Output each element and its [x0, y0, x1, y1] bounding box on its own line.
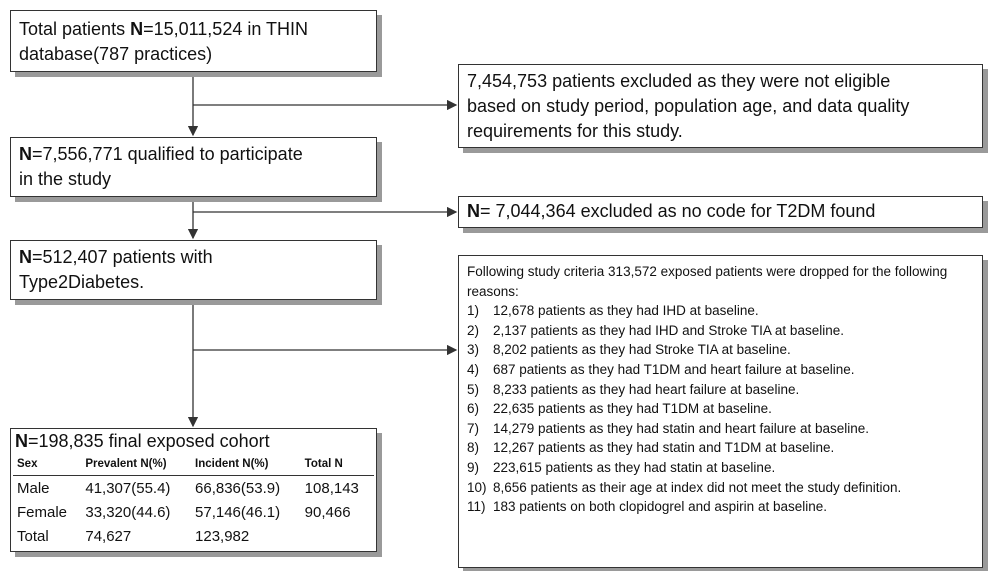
- text-line: N= 7,044,364 excluded as no code for T2D…: [467, 199, 974, 224]
- criteria-item: 1) 12,678 patients as they had IHD at bas…: [467, 301, 974, 321]
- text: in the study: [19, 169, 112, 189]
- criteria-item: 11) 183 patients on both clopidogrel and …: [467, 497, 974, 517]
- item-text: 12,267 patients as they had statin and T…: [493, 440, 835, 456]
- item-number: 7): [467, 420, 480, 436]
- text: N: [467, 201, 480, 221]
- item-number: 3): [467, 342, 480, 358]
- item-number: 1): [467, 303, 480, 319]
- text-line: N=7,556,771 qualified to participate: [19, 142, 368, 167]
- criteria-item: 5) 8,233 patients as they had heart failu…: [467, 380, 974, 400]
- text-line: Total patients N=15,011,524 in THIN: [19, 17, 368, 42]
- item-number: 5): [467, 381, 480, 397]
- text: Type2Diabetes.: [19, 272, 145, 292]
- item-number: 2): [467, 322, 480, 338]
- text: N: [130, 19, 144, 39]
- text: N: [15, 431, 28, 451]
- item-text: 2,137 patients as they had IHD and Strok…: [493, 322, 844, 338]
- text: = 7,044,364 excluded as no code for T2DM…: [480, 201, 876, 221]
- excluded-box: 7,454,753 patients excluded as they were…: [458, 64, 983, 148]
- table-cell: 123,982: [195, 527, 250, 545]
- item-text: 8,233 patients as they had heart failure…: [493, 381, 800, 397]
- criteria-item: 2) 2,137 patients as they had IHD and Str…: [467, 321, 974, 341]
- text: N: [19, 247, 32, 267]
- table-row: Total 74,627 123,982: [13, 524, 374, 548]
- header-cell: Incident N(%): [191, 453, 301, 476]
- item-text: 8,202 patients as they had Stroke TIA at…: [493, 342, 791, 358]
- criteria-box: Following study criteria 313,572 exposed…: [458, 255, 983, 568]
- criteria-item: 10) 8,656 patients as their age at index …: [467, 478, 974, 498]
- text: =198,835 final exposed cohort: [28, 431, 270, 451]
- item-text: 14,279 patients as they had statin and h…: [493, 420, 870, 436]
- text-line: database(787 practices): [19, 42, 368, 67]
- qualified-box: N=7,556,771 qualified to participate in …: [10, 137, 377, 197]
- text: =7,556,771 qualified to participate: [32, 144, 303, 164]
- header-cell: Prevalent N(%): [81, 453, 192, 476]
- text: N: [19, 144, 32, 164]
- item-number: 6): [467, 401, 480, 417]
- criteria-list: 1) 12,678 patients as they had IHD at bas…: [467, 301, 974, 517]
- text-line: N=512,407 patients with: [19, 245, 368, 270]
- total-box: Total patients N=15,011,524 in THIN data…: [10, 10, 377, 72]
- criteria-item: 7) 14,279 patients as they had statin and…: [467, 419, 974, 439]
- table-body: Sex Prevalent N(%) Incident N(%) Total N Mal…: [13, 453, 374, 548]
- excluded-t2dm-box: N= 7,044,364 excluded as no code for T2D…: [458, 196, 983, 228]
- header-cell: Sex: [13, 453, 82, 476]
- criteria-item: 9) 223,615 patients as they had statin at…: [467, 458, 974, 478]
- text-line: requirements for this study.: [467, 121, 683, 141]
- item-text: 12,678 patients as they had IHD at basel…: [493, 303, 759, 319]
- cohort-table: Sex Prevalent N(%) Incident N(%) Total N Mal…: [13, 453, 374, 548]
- criteria-item: 3) 8,202 patients as they had Stroke TIA …: [467, 340, 974, 360]
- header-cell: Total N: [300, 453, 374, 476]
- cohort-box: N=198,835 final exposed cohort Sex Preval…: [10, 428, 377, 552]
- text: database(787 practices): [19, 44, 213, 64]
- item-number: 10): [467, 479, 487, 495]
- table-cell: Total: [17, 527, 49, 545]
- table-cell: 90,466: [304, 503, 351, 521]
- header-row: Sex Prevalent N(%) Incident N(%) Total N: [13, 453, 374, 476]
- diabetes-box: N=512,407 patients with Type2Diabetes.: [10, 240, 377, 300]
- criteria-item: 4) 687 patients as they had T1DM and hear…: [467, 360, 974, 380]
- criteria-intro: Following study criteria 313,572 exposed…: [467, 264, 948, 299]
- table-cell: 41,307(55.4): [85, 479, 171, 497]
- table-row: Male 41,307(55.4) 66,836(53.9) 108,143: [13, 476, 374, 501]
- table-cell: 57,146(46.1): [195, 503, 281, 521]
- empty-cell: [301, 524, 374, 548]
- criteria-item: 8) 12,267 patients as they had statin and…: [467, 438, 974, 458]
- text: Total patients: [19, 19, 131, 39]
- item-number: 8): [467, 440, 480, 456]
- table-cell: 33,320(44.6): [85, 503, 171, 521]
- text: =512,407 patients with: [32, 247, 213, 267]
- table-cell: 66,836(53.9): [195, 479, 281, 497]
- table-cell: 74,627: [85, 527, 132, 545]
- table-cell: Female: [17, 503, 68, 521]
- cohort-title: N=198,835 final exposed cohort: [13, 429, 374, 453]
- item-number: 4): [467, 361, 480, 377]
- text-line: Type2Diabetes.: [19, 270, 368, 295]
- table-cell: 108,143: [304, 479, 359, 497]
- item-text: 687 patients as they had T1DM and heart …: [493, 361, 855, 377]
- table-cell: Male: [17, 479, 50, 497]
- item-number: 11): [467, 499, 486, 515]
- item-text: 223,615 patients as they had statin at b…: [493, 459, 776, 475]
- item-text: 8,656 patients as their age at index did…: [493, 479, 902, 495]
- item-number: 9): [467, 459, 480, 475]
- text-line: 7,454,753 patients excluded as they were…: [467, 71, 891, 91]
- table-row: Female 33,320(44.6) 57,146(46.1) 90,466: [13, 500, 374, 524]
- criteria-item: 6) 22,635 patients as they had T1DM at ba…: [467, 399, 974, 419]
- item-text: 22,635 patients as they had T1DM at base…: [493, 401, 772, 417]
- text-line: based on study period, population age, a…: [467, 96, 910, 116]
- text: =15,011,524 in THIN: [143, 19, 309, 39]
- text-line: in the study: [19, 167, 368, 192]
- item-text: 183 patients on both clopidogrel and asp…: [493, 499, 827, 515]
